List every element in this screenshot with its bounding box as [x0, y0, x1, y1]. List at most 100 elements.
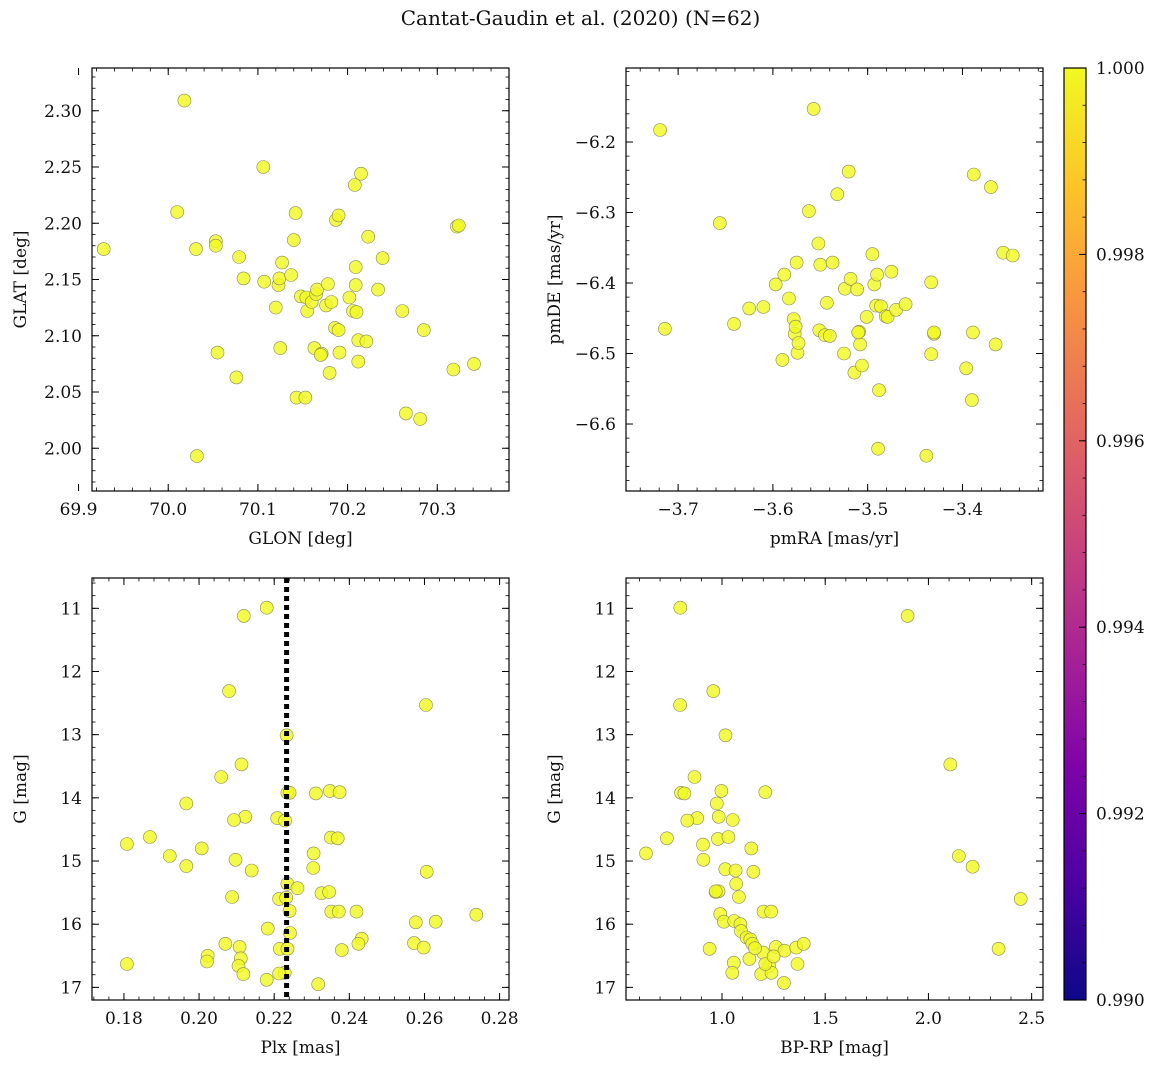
data-point	[349, 305, 364, 319]
data-point	[322, 885, 336, 899]
data-point	[943, 757, 958, 772]
data-point	[653, 123, 667, 137]
y-tick-label: 12	[594, 662, 616, 682]
y-tick-label: 15	[594, 852, 616, 872]
data-point	[850, 282, 865, 297]
data-point	[416, 323, 431, 337]
data-point	[227, 813, 241, 827]
data-point	[965, 859, 980, 874]
data-point	[825, 255, 840, 270]
data-point	[359, 334, 374, 349]
data-point	[361, 229, 376, 244]
y-tick-label: 16	[60, 915, 82, 935]
data-point	[859, 310, 874, 324]
data-point	[830, 187, 845, 201]
panel-glon-glat: 69.9 70.0 70.1 70.2 70.3 2.00 2.05 2.10 2.15 2.20…	[11, 67, 510, 549]
data-point	[395, 304, 410, 318]
data-point	[467, 357, 481, 371]
data-point	[334, 943, 349, 957]
y-tick-label: 17	[60, 978, 82, 998]
data-point	[744, 841, 759, 856]
y-tick-label: 2.05	[44, 383, 82, 403]
colorbar-tick-label: 0.994	[1096, 618, 1145, 638]
axes-frame	[91, 67, 510, 492]
data-point	[408, 915, 423, 930]
x-tick-label: 70.3	[418, 500, 456, 520]
data-point	[189, 242, 203, 256]
data-point	[966, 325, 980, 340]
x-tick-label: 0.28	[481, 1009, 519, 1029]
data-point	[696, 837, 710, 852]
data-point	[775, 353, 790, 367]
data-point	[228, 852, 243, 867]
data-point	[332, 345, 347, 360]
data-point	[702, 941, 717, 956]
data-point	[811, 236, 826, 251]
data-point	[351, 936, 366, 951]
y-tick-label: −6.2	[575, 133, 616, 153]
data-point	[756, 300, 771, 314]
data-point	[660, 831, 674, 846]
data-point	[639, 846, 653, 861]
data-point	[331, 904, 346, 919]
data-point	[748, 941, 762, 956]
data-point	[416, 940, 431, 955]
data-point	[170, 205, 184, 219]
data-point	[851, 325, 866, 340]
data-point	[177, 93, 192, 108]
points-glon-glat	[96, 93, 481, 463]
data-point	[658, 321, 672, 336]
data-point	[272, 966, 286, 981]
x-axis-label: Plx [mas]	[260, 1038, 340, 1058]
data-point	[777, 976, 791, 990]
data-point	[348, 260, 363, 274]
data-point	[843, 271, 858, 286]
data-point	[746, 864, 761, 879]
data-point	[347, 178, 362, 192]
data-point	[451, 218, 466, 233]
data-point	[806, 102, 821, 116]
data-point	[984, 180, 998, 194]
colorbar-gradient	[1063, 67, 1087, 1001]
panel-plx-g: 0.18 0.20 0.22 0.24 0.26 0.28 11 12 13 14 15 16 17 Pl…	[11, 577, 519, 1058]
y-axis-label: G [mag]	[11, 754, 31, 823]
x-tick-label: 0.24	[330, 1009, 368, 1029]
data-point	[399, 406, 413, 421]
y-tick-label: 12	[60, 662, 82, 682]
data-point	[260, 921, 275, 936]
data-point	[371, 282, 385, 297]
points-pm	[653, 102, 1020, 463]
x-tick-label: 70.2	[329, 500, 367, 520]
data-point	[222, 684, 236, 698]
y-tick-label: 2.15	[44, 271, 82, 291]
data-point	[348, 278, 363, 292]
data-point	[218, 936, 233, 951]
data-point	[900, 609, 915, 623]
data-point	[728, 863, 743, 878]
y-tick-label: 2.00	[44, 439, 82, 459]
data-point	[706, 684, 721, 698]
data-point	[214, 770, 228, 784]
data-point	[419, 698, 433, 712]
y-tick-label: 2.20	[44, 214, 82, 234]
data-point	[428, 914, 443, 929]
data-point	[306, 861, 321, 875]
data-point	[768, 277, 783, 292]
data-point	[290, 881, 305, 896]
data-point	[272, 271, 287, 286]
data-point	[884, 264, 899, 279]
data-point	[782, 291, 796, 306]
data-point	[309, 786, 323, 801]
data-point	[331, 208, 346, 223]
data-point	[225, 890, 239, 904]
y-tick-label: −6.4	[575, 274, 616, 294]
y-tick-label: 17	[594, 978, 616, 998]
colorbar-tick-label: 0.996	[1096, 432, 1145, 452]
data-point	[837, 346, 851, 361]
data-point	[200, 954, 214, 969]
data-point	[321, 277, 335, 291]
data-point	[966, 167, 981, 182]
data-point	[729, 876, 744, 891]
data-point	[855, 358, 869, 373]
data-point	[714, 784, 729, 798]
